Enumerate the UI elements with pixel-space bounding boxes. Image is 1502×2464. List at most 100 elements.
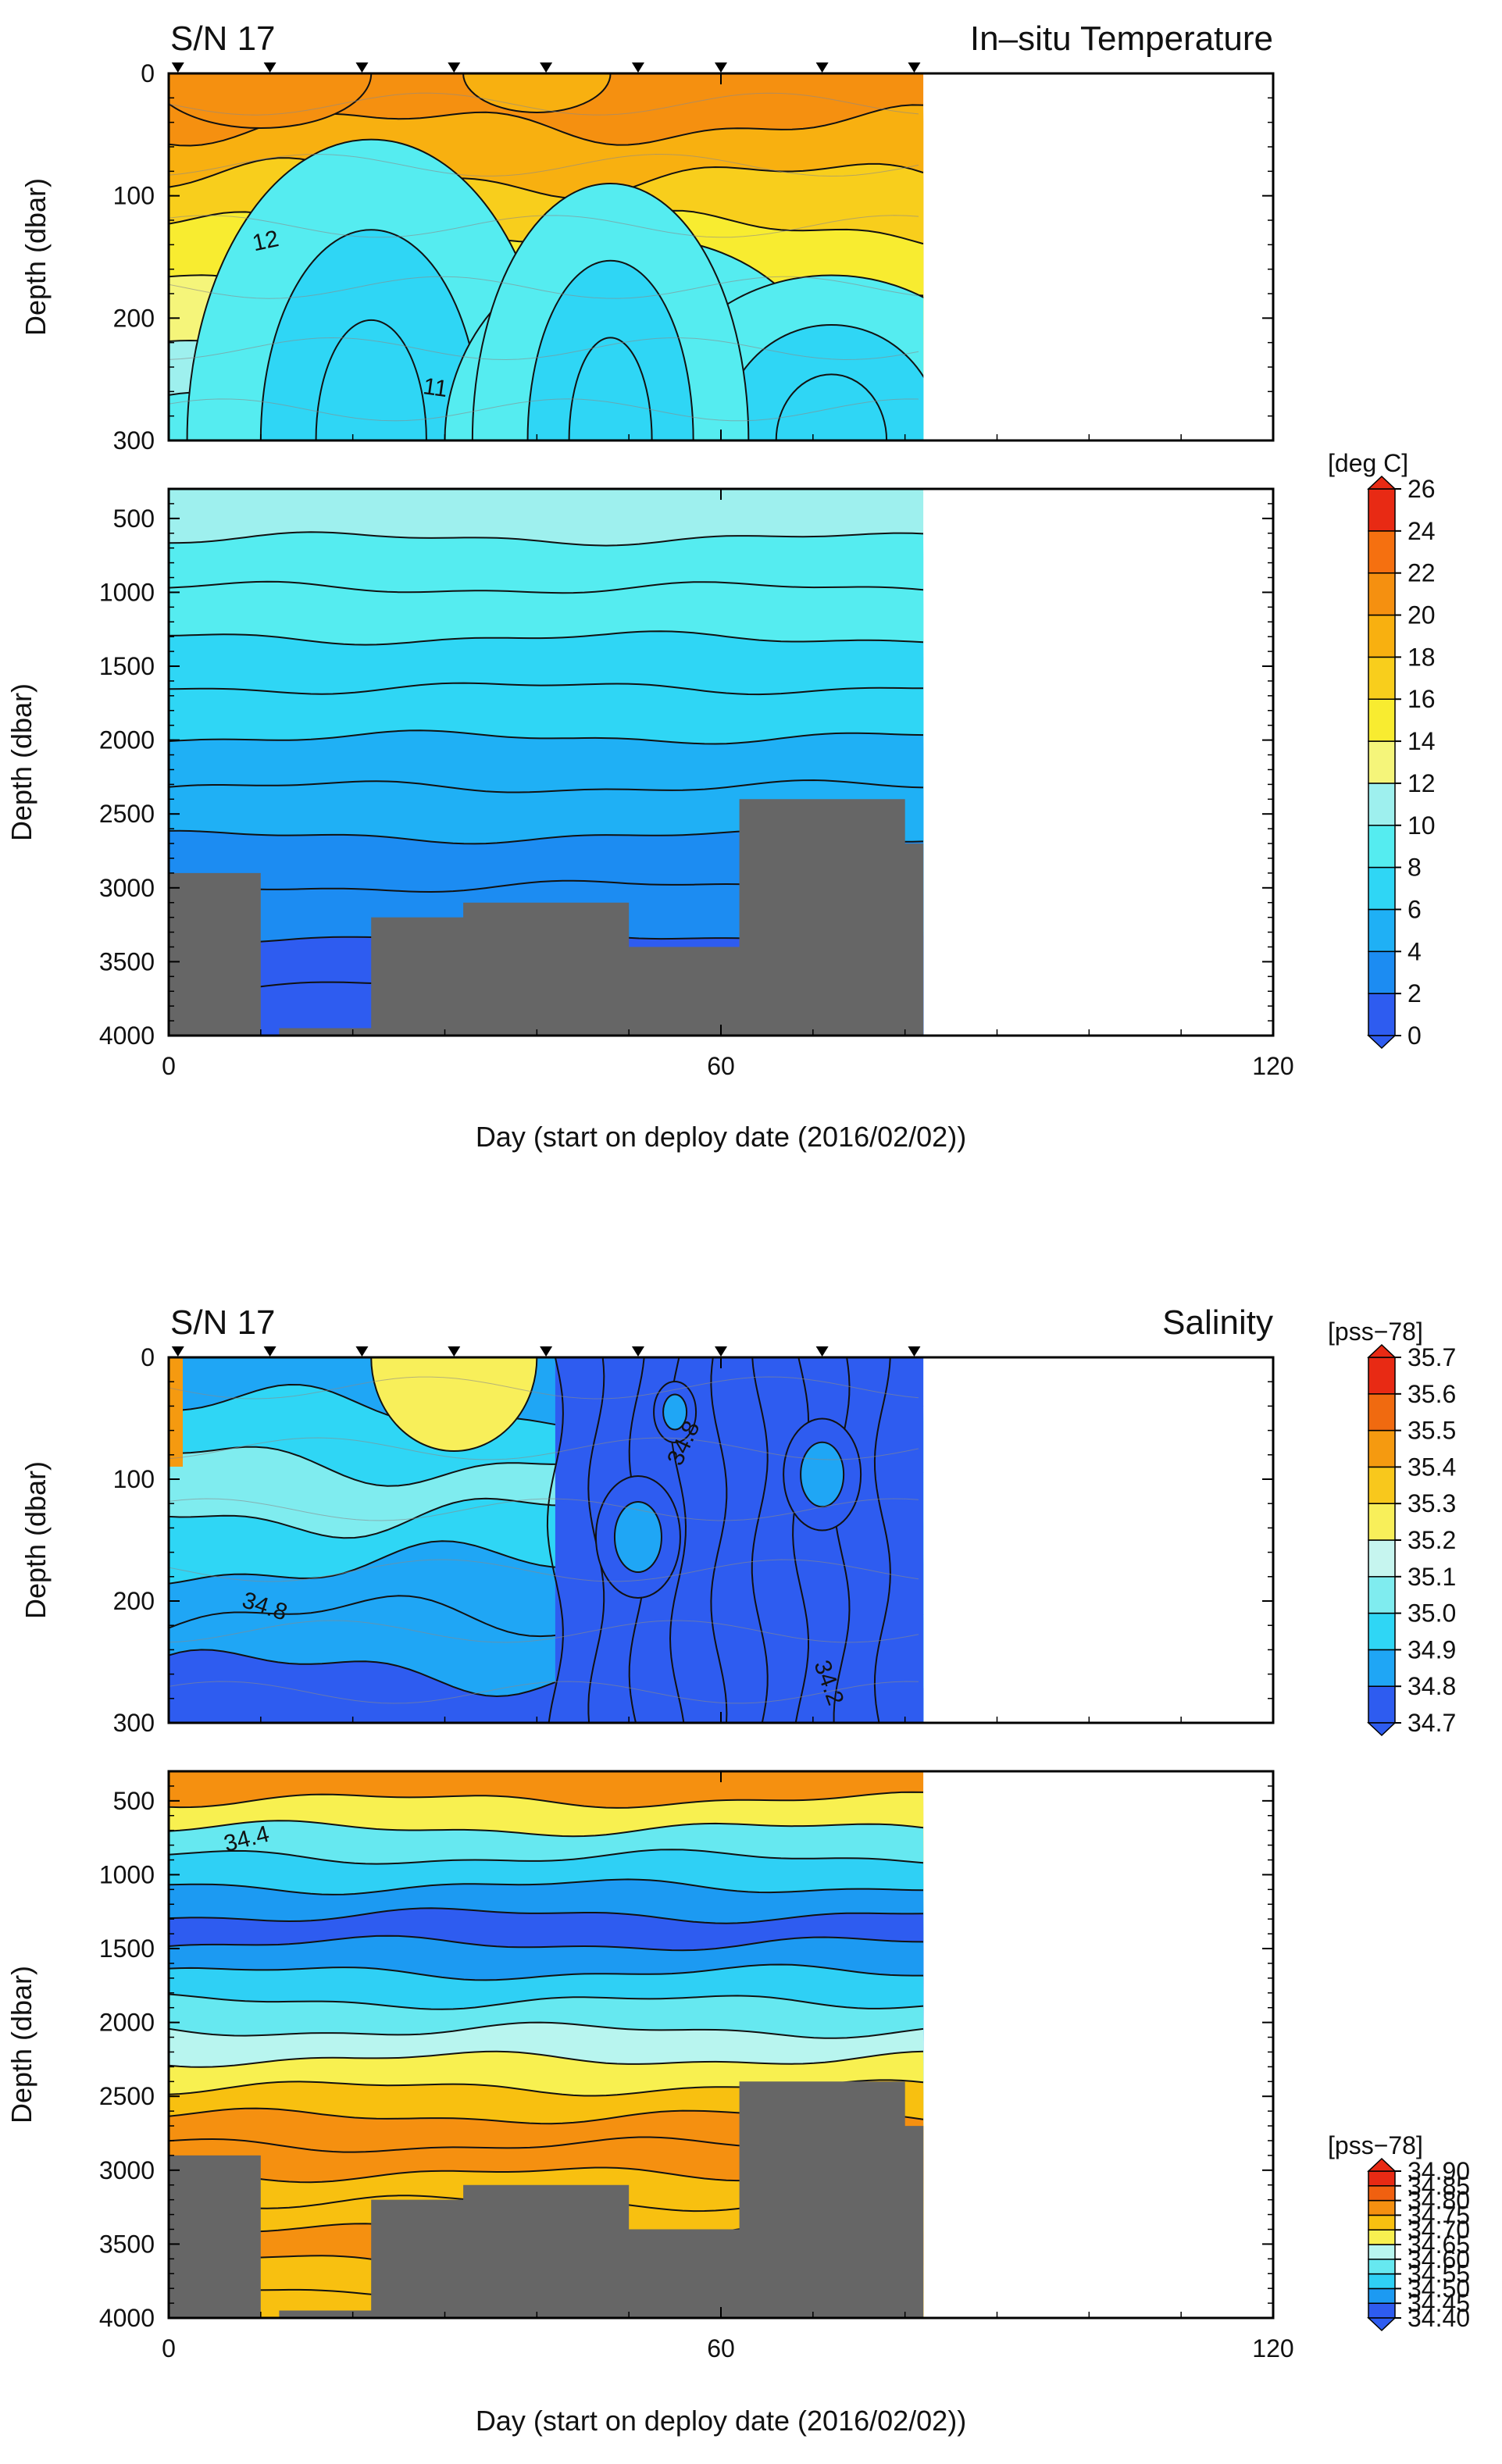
- upper-y-tick-label: 300: [113, 1709, 155, 1737]
- colorbar-tick-label: 35.1: [1407, 1563, 1456, 1591]
- colorbar-swatch: [1368, 950, 1396, 994]
- colorbar-swatch: [1368, 993, 1396, 1036]
- minor-contour: [169, 153, 919, 177]
- lower-y-tick-label: 2500: [99, 800, 155, 828]
- lower-y-tick-label: 2000: [99, 2009, 155, 2037]
- colorbar-swatch: [1368, 1685, 1396, 1724]
- colorbar-tick-label: 34.40: [1407, 2304, 1470, 2332]
- salty-edge: [169, 1357, 183, 1467]
- warm-lens: [462, 73, 612, 113]
- colorbar-tick-label: 2: [1407, 979, 1422, 1007]
- upper-field: [169, 1357, 924, 1723]
- salinity-lower-contour: [169, 1993, 924, 2010]
- minor-contour: [169, 1498, 919, 1521]
- colorbar-tick-label: 35.6: [1407, 1380, 1456, 1408]
- profile-marker: [171, 1346, 184, 1357]
- colorbar-tick-label: 34.60: [1407, 2245, 1470, 2273]
- minor-contour: [169, 276, 919, 299]
- upper-y-tick-label: 0: [141, 59, 155, 87]
- profile-marker: [448, 62, 461, 73]
- x-tick-label: 0: [162, 2334, 176, 2362]
- title-left: S/N 17: [170, 20, 276, 58]
- colorbar-swatch: [1368, 530, 1396, 574]
- colorbar-swatch: [1368, 656, 1396, 700]
- x-axis-label: Day (start on deploy date (2016/02/02)): [476, 1121, 966, 1153]
- upper-y-tick-label: 100: [113, 1465, 155, 1493]
- colorbar-tick-label: 26: [1407, 475, 1436, 503]
- profile-marker: [715, 62, 727, 73]
- salinity-figure: 0 100 200 300 500 1000 1500 2000 2500 3000 3500 400…: [5, 1303, 1470, 2437]
- y-axis-label: Depth (dbar): [20, 178, 52, 336]
- temperature-lower-contour: [169, 729, 924, 745]
- colorbar-swatch: [1368, 2273, 1396, 2290]
- colorbar-tick-label: 35.3: [1407, 1489, 1456, 1517]
- colorbar-swatch: [1368, 1649, 1396, 1687]
- minor-contour: [169, 1437, 919, 1460]
- minor-contour: [169, 337, 919, 361]
- colorbar-swatch: [1368, 2214, 1396, 2230]
- minor-contour: [169, 1620, 919, 1643]
- colorbar-tick-label: 34.55: [1407, 2260, 1470, 2288]
- seafloor-mask: [169, 799, 924, 1036]
- temperature-lower-contour: [169, 580, 924, 594]
- colorbar-bottom-arrow: [1367, 2317, 1397, 2332]
- lower-y-tick-label: 4000: [99, 2304, 155, 2332]
- salinity-contour: [873, 1357, 891, 1723]
- profile-marker: [355, 1346, 369, 1357]
- salinity-lower-contour: [169, 1934, 924, 1952]
- colorbar-tick-label: 4: [1407, 937, 1422, 965]
- x-tick-label: 120: [1252, 1052, 1293, 1080]
- colorbar-swatch: [1368, 698, 1396, 742]
- profile-marker: [815, 62, 829, 73]
- salinity-lower-contour: [169, 2050, 924, 2068]
- salinity-contour: [792, 1357, 810, 1723]
- colorbar-top-arrow: [1367, 2157, 1397, 2172]
- colorbar-tick-label: 14: [1407, 727, 1436, 755]
- colorbar-unit: [deg C]: [1328, 449, 1408, 477]
- colorbar-swatch: [1368, 2302, 1396, 2319]
- profile-marker: [815, 1346, 829, 1357]
- colorbar-swatch: [1368, 740, 1396, 784]
- colorbar-tick-label: 35.5: [1407, 1417, 1456, 1445]
- profile-marker: [540, 1346, 553, 1357]
- x-axis-label: Day (start on deploy date (2016/02/02)): [476, 2405, 966, 2437]
- colorbar-swatch: [1368, 2244, 1396, 2260]
- colorbar-tick-label: 35.2: [1407, 1526, 1456, 1554]
- colorbar-swatch: [1368, 1539, 1396, 1578]
- profile-marker: [631, 1346, 644, 1357]
- salinity-lower-contour: [169, 1849, 924, 1865]
- colorbar-swatch: [1368, 783, 1396, 826]
- upper-y-tick-label: 0: [141, 1343, 155, 1371]
- profile-marker: [908, 62, 921, 73]
- colorbar-top-arrow: [1367, 475, 1397, 490]
- cool-dome-core: [315, 319, 427, 440]
- colorbar-bottom-arrow: [1367, 1035, 1397, 1050]
- colorbar-bottom-arrow: [1367, 1722, 1397, 1737]
- x-tick-label: 0: [162, 1052, 176, 1080]
- lower-y-tick-label: 3000: [99, 874, 155, 902]
- upper-y-tick-label: 200: [113, 1587, 155, 1615]
- colorbar-tick-label: 34.70: [1407, 2216, 1470, 2244]
- colorbar-tick-label: 34.90: [1407, 2157, 1470, 2185]
- profile-marker: [355, 62, 369, 73]
- salinity-eddy-core: [662, 1393, 688, 1431]
- salinity-lower-contour: [169, 1820, 924, 1838]
- colorbar-top-arrow: [1367, 1343, 1397, 1358]
- lower-y-tick-label: 2500: [99, 2082, 155, 2110]
- colorbar-tick-label: 0: [1407, 1022, 1422, 1050]
- colorbar-swatch: [1368, 1393, 1396, 1432]
- colorbar-swatch: [1368, 1576, 1396, 1614]
- salinity-contour: [710, 1357, 728, 1723]
- salinity-contour: [546, 1357, 564, 1723]
- cool-dome-core: [568, 337, 653, 440]
- profile-marker: [263, 62, 276, 73]
- y-axis-label: Depth (dbar): [5, 1966, 37, 2123]
- temperature-figure: 0100200300500100015002000250030003500400…: [5, 20, 1436, 1153]
- salinity-contour: [833, 1357, 851, 1723]
- colorbar-tick-label: 34.75: [1407, 2201, 1470, 2229]
- title-right: Salinity: [1162, 1303, 1273, 1342]
- lower-y-tick-label: 1000: [99, 1860, 155, 1888]
- profile-marker: [908, 1346, 921, 1357]
- colorbar-tick-label: 34.45: [1407, 2289, 1470, 2317]
